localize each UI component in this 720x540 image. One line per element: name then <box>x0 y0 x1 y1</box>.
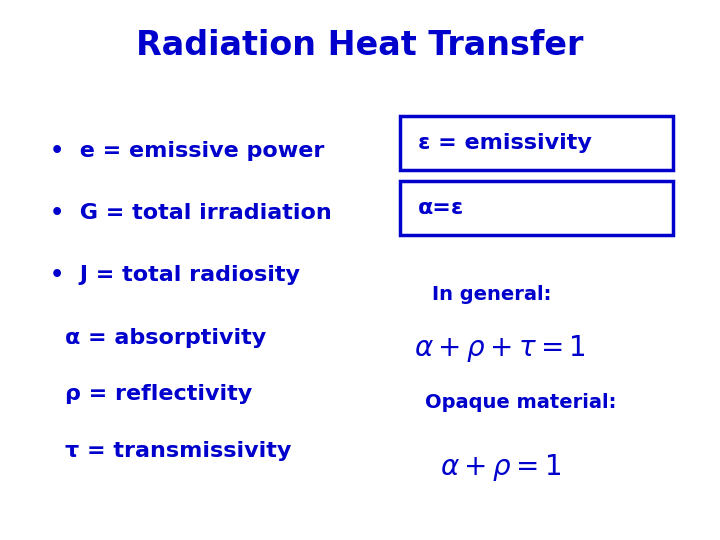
Text: •  e = emissive power: • e = emissive power <box>50 141 325 161</box>
FancyBboxPatch shape <box>400 181 673 235</box>
Text: $\alpha + \rho = 1$: $\alpha + \rho = 1$ <box>440 451 561 483</box>
FancyBboxPatch shape <box>400 116 673 170</box>
Text: In general:: In general: <box>432 285 552 304</box>
Text: α=ε: α=ε <box>418 198 464 218</box>
Text: $\alpha + \rho + \tau = 1$: $\alpha + \rho + \tau = 1$ <box>415 333 586 364</box>
Text: α = absorptivity: α = absorptivity <box>65 327 266 348</box>
Text: ρ = reflectivity: ρ = reflectivity <box>65 384 252 404</box>
Text: Radiation Heat Transfer: Radiation Heat Transfer <box>136 29 584 63</box>
Text: •  G = total irradiation: • G = total irradiation <box>50 203 332 224</box>
Text: •  J = total radiosity: • J = total radiosity <box>50 265 300 286</box>
Text: ε = emissivity: ε = emissivity <box>418 133 591 153</box>
Text: τ = transmissivity: τ = transmissivity <box>65 441 291 461</box>
Text: Opaque material:: Opaque material: <box>425 393 616 412</box>
